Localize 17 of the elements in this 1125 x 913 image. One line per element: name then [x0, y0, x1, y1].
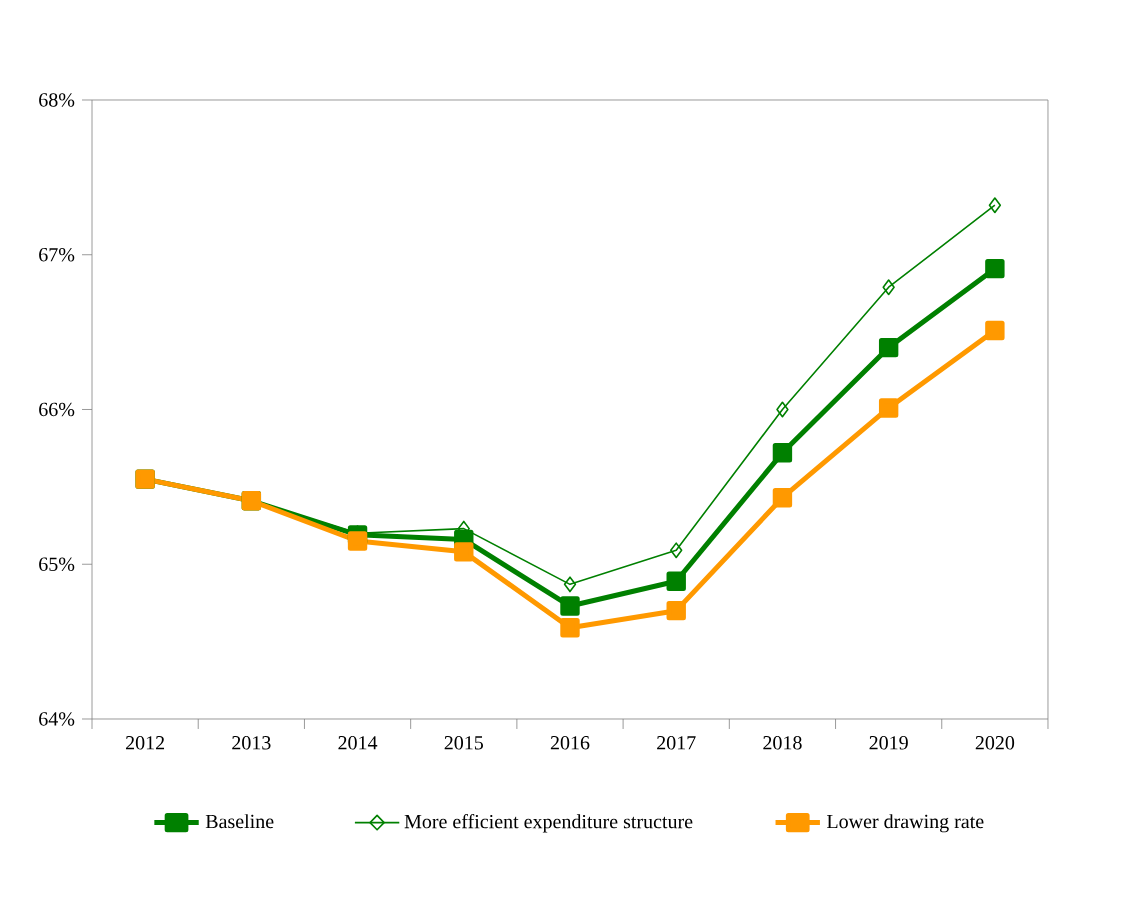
x-tick-label: 2015 [444, 736, 483, 750]
legend-label: Lower drawing rate [826, 814, 984, 833]
x-tick-label: 2020 [975, 736, 1015, 750]
y-tick-label: 68% [39, 93, 75, 107]
y-tick-label: 67% [39, 247, 75, 262]
y-tick-label: 64% [39, 712, 75, 726]
x-tick-label: 2012 [125, 736, 165, 750]
x-tick-label: 2016 [550, 736, 590, 750]
y-tick-label: 65% [39, 557, 75, 572]
legend-label: More efficient expenditure structure [404, 814, 693, 833]
legend-label: Baseline [205, 814, 274, 829]
x-tick-label: 2013 [232, 736, 271, 750]
x-tick-label: 2019 [869, 736, 908, 750]
y-tick-label: 66% [39, 402, 75, 417]
x-tick-label: 2018 [763, 736, 802, 750]
x-tick-label: 2014 [338, 736, 378, 750]
x-tick-label: 2017 [657, 736, 696, 750]
